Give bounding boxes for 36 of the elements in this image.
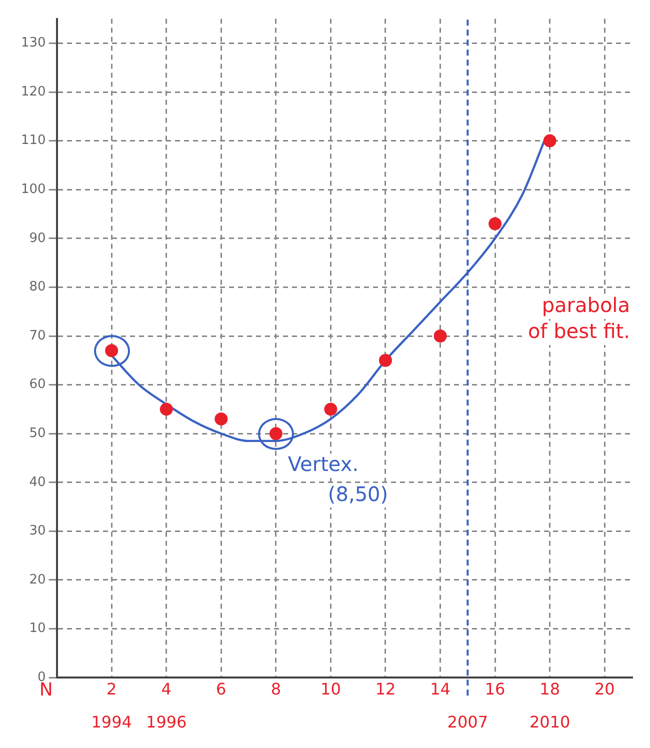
- x-tick-label: 10: [320, 679, 341, 698]
- y-tick-label: 30: [29, 524, 46, 539]
- x2-tick-label: 1996: [146, 712, 187, 732]
- y-tick-label: 130: [20, 36, 46, 51]
- y-tick-label: 10: [29, 621, 46, 636]
- x-tick-label: 2: [106, 679, 117, 698]
- point: [324, 402, 338, 416]
- y-tick-label: 100: [20, 182, 46, 197]
- x-tick-label: 18: [540, 679, 560, 698]
- y-tick-label: 70: [29, 328, 46, 344]
- y-tick-label: 80: [29, 280, 46, 295]
- y-tick-label: 120: [20, 84, 46, 100]
- y-tick-label: 20: [29, 572, 46, 588]
- x-tick-label: 4: [161, 679, 172, 698]
- y-tick-label: 90: [29, 230, 46, 246]
- point: [434, 330, 447, 342]
- point: [378, 354, 392, 367]
- x2-tick-label: 2010: [529, 712, 570, 732]
- y-tick-label: 40: [29, 474, 46, 490]
- y-tick-label: 60: [29, 377, 46, 392]
- x2-tick-label: 1994: [91, 712, 132, 732]
- point: [488, 217, 502, 230]
- x-tick-label: 16: [484, 679, 506, 698]
- x-tick-label: 20: [594, 679, 615, 698]
- annotation: Vertex. (8,50): [288, 452, 388, 506]
- x2-tick-label: 2007: [447, 712, 488, 732]
- point: [214, 412, 228, 426]
- x-tick-label: 8: [270, 679, 282, 698]
- x-tick-label: 14: [430, 679, 450, 698]
- annotation: parabola of best fit.: [528, 293, 630, 344]
- y-tick-label: 50: [29, 426, 46, 441]
- x-tick-label: 6: [216, 679, 226, 698]
- point: [543, 134, 556, 148]
- y-tick-label: 110: [20, 133, 46, 148]
- x-tick-label: 12: [375, 679, 396, 698]
- point: [160, 402, 173, 416]
